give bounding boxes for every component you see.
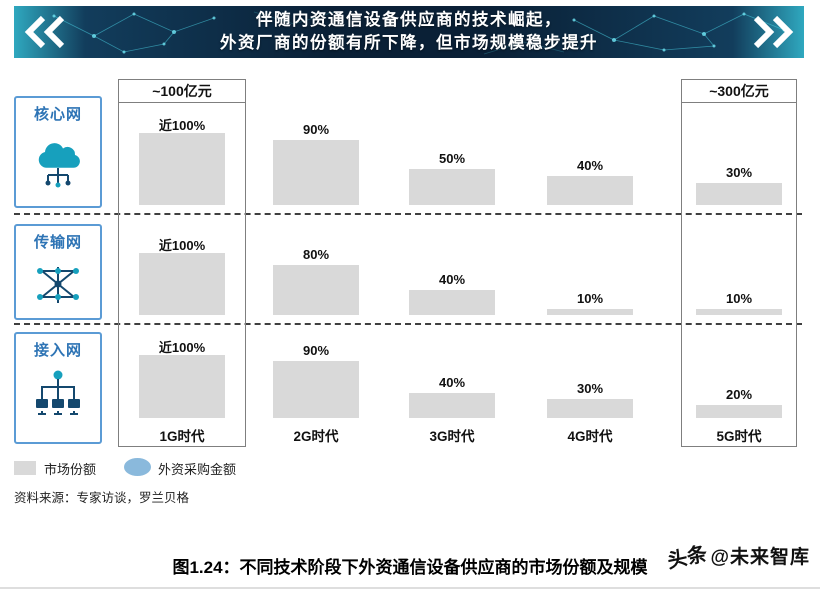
era-label-3g: 3G时代: [429, 429, 475, 444]
bar-r0-c0: [139, 133, 225, 205]
row-title-core-network: 核心网: [33, 106, 82, 123]
market-size-label-1g: ~100亿元: [119, 80, 245, 103]
row-title-transmission-network: 传输网: [33, 234, 82, 251]
legend-swatch-foreign-purchase: [124, 458, 151, 476]
bar-value-label-r1-c3: 10%: [576, 291, 604, 306]
bar-value-label-r2-c3: 30%: [576, 381, 604, 396]
legend-label-market-share: 市场份额: [44, 462, 97, 477]
bottom-divider: [0, 587, 820, 589]
banner-line-2: 外资厂商的份额有所下降，但市场规模稳步提升: [220, 34, 598, 52]
toutiao-logo: 头条: [666, 542, 709, 574]
bar-r1-c2: [409, 290, 495, 315]
bar-r0-c1: [273, 140, 359, 205]
bar-r1-c1: [273, 265, 359, 315]
bar-value-label-r0-c2: 50%: [438, 151, 466, 166]
bar-r1-c0: [139, 253, 225, 315]
era-label-2g: 2G时代: [293, 429, 339, 444]
bar-value-label-r2-c0: 近100%: [158, 340, 206, 355]
bar-r2-c1: [273, 361, 359, 418]
era-label-5g: 5G时代: [716, 429, 762, 444]
column-box-1g: ~100亿元: [118, 79, 246, 447]
row-label-transmission-network: 传输网: [14, 224, 102, 320]
chevron-left-icon: [24, 15, 65, 49]
network-pattern-decoration: [52, 11, 786, 55]
bar-r0-c4: [696, 183, 782, 205]
bar-r2-c2: [409, 393, 495, 418]
bar-value-label-r1-c1: 80%: [302, 247, 330, 262]
bar-value-label-r2-c4: 20%: [725, 387, 753, 402]
bar-value-label-r1-c2: 40%: [438, 272, 466, 287]
bar-r2-c4: [696, 405, 782, 418]
source-note: 资料来源：专家访谈，罗兰贝格: [14, 491, 190, 505]
core-network-icon: [30, 131, 86, 194]
bar-r0-c2: [409, 169, 495, 205]
access-network-icon: [30, 367, 86, 428]
row-title-access-network: 接入网: [33, 342, 82, 359]
market-size-label-5g: ~300亿元: [682, 80, 796, 103]
bar-value-label-r0-c1: 90%: [302, 122, 330, 137]
row-separator-1: [14, 213, 802, 215]
bar-r0-c3: [547, 176, 633, 205]
bar-value-label-r0-c4: 30%: [725, 165, 753, 180]
bar-r2-c0: [139, 355, 225, 418]
bar-value-label-r2-c1: 90%: [302, 343, 330, 358]
row-separator-2: [14, 323, 802, 325]
bar-r2-c3: [547, 399, 633, 418]
figure-caption: 图1.24：不同技术阶段下外资通信设备供应商的市场份额及规模: [172, 558, 648, 577]
row-label-core-network: 核心网: [14, 96, 102, 208]
bar-value-label-r2-c2: 40%: [438, 375, 466, 390]
legend-swatch-market-share: [14, 461, 36, 475]
legend-label-foreign-purchase: 外资采购金额: [158, 462, 237, 477]
transmission-network-icon: [30, 259, 86, 314]
watermark-handle: @未来智库: [710, 547, 810, 568]
bar-value-label-r0-c3: 40%: [576, 158, 604, 173]
column-box-5g: ~300亿元: [681, 79, 797, 447]
era-label-1g: 1G时代: [159, 429, 205, 444]
bar-r1-c4: [696, 309, 782, 315]
chevron-right-icon: [753, 15, 794, 49]
bar-value-label-r1-c4: 10%: [725, 291, 753, 306]
era-label-4g: 4G时代: [567, 429, 613, 444]
watermark: 头条 @未来智库: [667, 541, 810, 573]
banner-line-1: 伴随内资通信设备供应商的技术崛起，: [256, 11, 562, 29]
bar-value-label-r1-c0: 近100%: [158, 238, 206, 253]
bar-value-label-r0-c0: 近100%: [158, 118, 206, 133]
banner: 伴随内资通信设备供应商的技术崛起， 外资厂商的份额有所下降，但市场规模稳步提升: [14, 6, 804, 58]
bar-r1-c3: [547, 309, 633, 315]
row-label-access-network: 接入网: [14, 332, 102, 444]
